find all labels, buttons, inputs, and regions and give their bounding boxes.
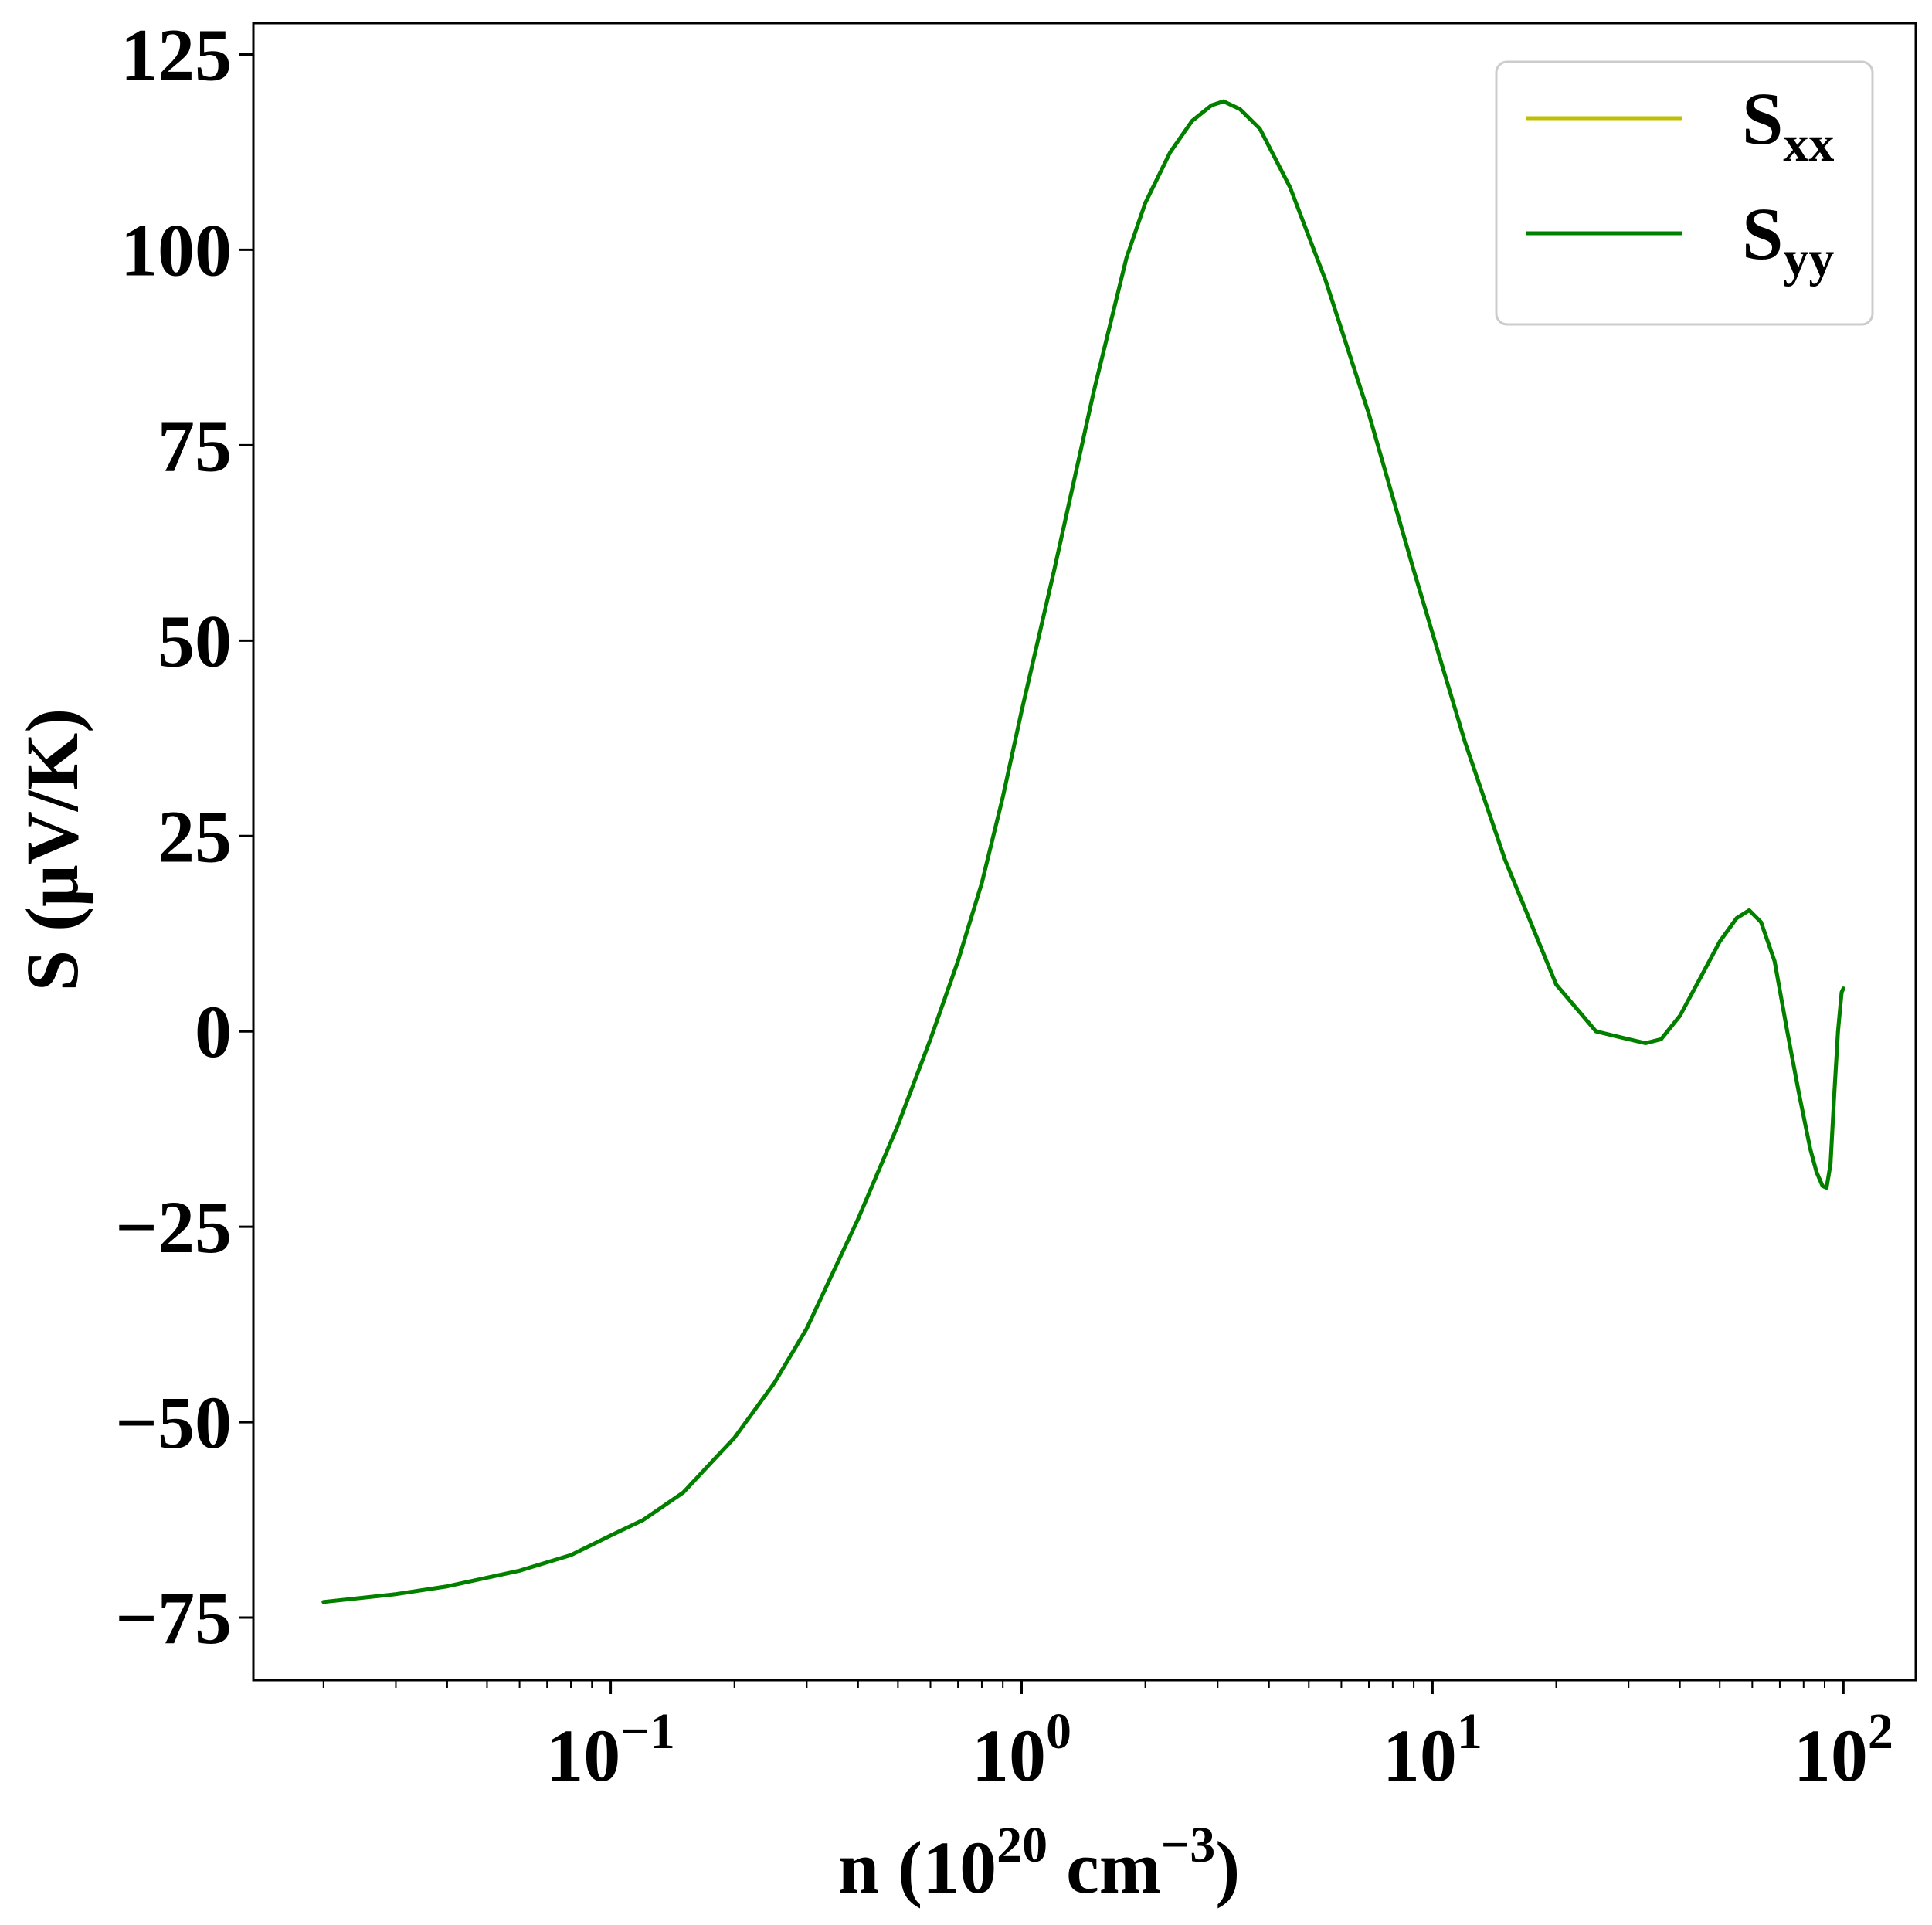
y-tick-label: 50 <box>158 599 232 682</box>
legend-label-syy-main: S <box>1742 192 1783 275</box>
y-axis-label: S (μV/K) <box>11 708 93 991</box>
y-tick-label: 25 <box>158 795 232 878</box>
plot-frame <box>252 22 1917 1682</box>
x-axis-label-sup2: −3 <box>1161 1817 1216 1873</box>
legend-label-sxx-main: S <box>1742 77 1783 160</box>
y-tick-label: 75 <box>158 404 232 487</box>
x-tick-label-exp: 1 <box>1457 1703 1482 1760</box>
series-line-yy <box>321 99 1845 1604</box>
x-tick-label-base: 10 <box>1383 1714 1457 1797</box>
x-tick-label-base: 10 <box>1794 1714 1868 1797</box>
plot-lines <box>321 99 1845 1604</box>
x-tick-label-exp: 0 <box>1046 1703 1071 1760</box>
x-tick-label: 102 <box>1794 1703 1893 1797</box>
y-axis: 125 100 75 50 25 0 −25 −50 −75 <box>115 13 253 1659</box>
x-axis: 10−1 100 101 102 <box>322 1680 1893 1797</box>
x-tick-label-base: 10 <box>972 1714 1046 1797</box>
y-tick-label: 0 <box>195 990 232 1073</box>
y-tick-label: 100 <box>121 209 232 291</box>
x-axis-label-mid: cm <box>1047 1826 1161 1909</box>
x-tick-label-exp: −1 <box>620 1703 675 1760</box>
legend-label-syy-sub: yy <box>1783 231 1834 287</box>
x-axis-label-sup1: 20 <box>997 1817 1047 1873</box>
y-tick-label: 125 <box>121 13 232 96</box>
legend-label-sxx: Sxx <box>1742 77 1834 172</box>
x-axis-label-suffix: ) <box>1215 1826 1240 1909</box>
legend: Sxx Syy <box>1495 60 1874 326</box>
x-tick-label: 101 <box>1383 1703 1482 1797</box>
legend-box <box>1495 60 1874 326</box>
legend-label-syy: Syy <box>1742 192 1834 287</box>
y-tick-label: −25 <box>115 1186 232 1268</box>
x-axis-label-prefix: n (10 <box>838 1826 997 1909</box>
y-tick-label: −50 <box>115 1381 232 1464</box>
y-tick-label: −75 <box>115 1577 232 1659</box>
x-tick-label: 100 <box>972 1703 1071 1797</box>
x-tick-label-base: 10 <box>546 1714 620 1797</box>
x-axis-label: n (1020 cm−3) <box>838 1817 1241 1909</box>
x-tick-label: 10−1 <box>546 1703 675 1797</box>
x-tick-label-exp: 2 <box>1868 1703 1893 1760</box>
legend-label-sxx-sub: xx <box>1783 116 1834 172</box>
